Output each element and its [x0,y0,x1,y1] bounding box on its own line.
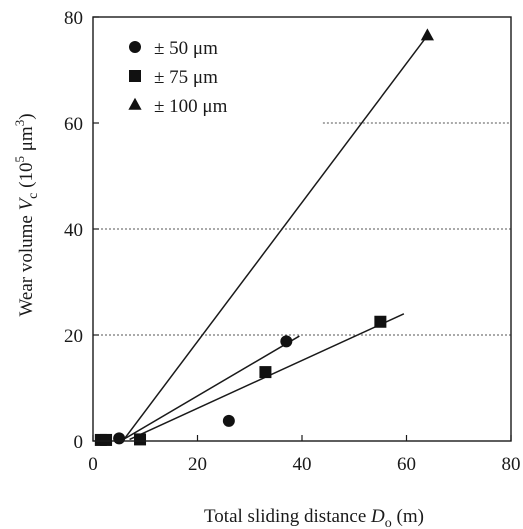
y-tick-label-20: 20 [64,326,83,347]
y-tick-label-0: 0 [74,432,84,453]
y-axis-title-unit-open: (10 [16,163,37,193]
legend: ± 50 μm ± 75 μm ± 100 μm [128,38,228,117]
point-square-3 [259,366,272,379]
y-axis-title-var: V [16,196,37,210]
y-tick-label-80: 80 [64,8,83,29]
y-tick-label-40: 40 [64,220,83,241]
y-axis-title-unit-mid: μm [16,126,37,156]
x-axis-title-unit: (m) [392,506,424,527]
legend-label-square: ± 75 μm [154,67,218,88]
x-tick-label-60: 60 [397,454,416,475]
legend-marker-square [129,70,141,82]
legend-marker-circle [129,41,141,53]
x-axis-title-sub: o [385,516,392,529]
y-axis-title: Wear volume Vc (105 μm3) [12,113,41,316]
x-tick-label-0: 0 [88,454,98,475]
fit-line-triangle [123,35,428,440]
y-axis-title-sup2: 3 [12,120,27,127]
point-square-4 [374,315,387,328]
y-tick-labels: 0 20 40 60 80 [64,8,83,453]
y-axis-title-main: Wear volume [16,210,37,316]
axis-ticks [92,16,512,442]
point-square-2 [134,433,147,446]
x-tick-labels: 0 20 40 60 80 [88,454,520,475]
x-axis-title-var: D [370,506,385,527]
x-axis-title-main: Total sliding distance [204,506,371,527]
point-circle-1 [113,432,126,445]
y-axis-title-sub: c [26,193,41,199]
point-circle-3 [280,335,293,348]
x-tick-label-80: 80 [502,454,521,475]
point-circle-2 [222,414,235,427]
point-square-1 [100,433,113,446]
y-axis-title-unit-close: ) [16,113,37,119]
x-tick-label-20: 20 [188,454,207,475]
fit-line-circle [123,335,300,440]
point-triangle-0 [420,28,434,41]
x-axis-title: Total sliding distance Do (m) [204,506,424,529]
grid-lines [93,122,511,336]
x-tick-label-40: 40 [293,454,312,475]
legend-marker-triangle [128,97,142,110]
data-points [94,28,434,446]
y-axis-title-sup: 5 [12,156,27,163]
legend-label-triangle: ± 100 μm [154,96,228,117]
y-tick-label-60: 60 [64,114,83,135]
legend-label-circle: ± 50 μm [154,38,218,59]
